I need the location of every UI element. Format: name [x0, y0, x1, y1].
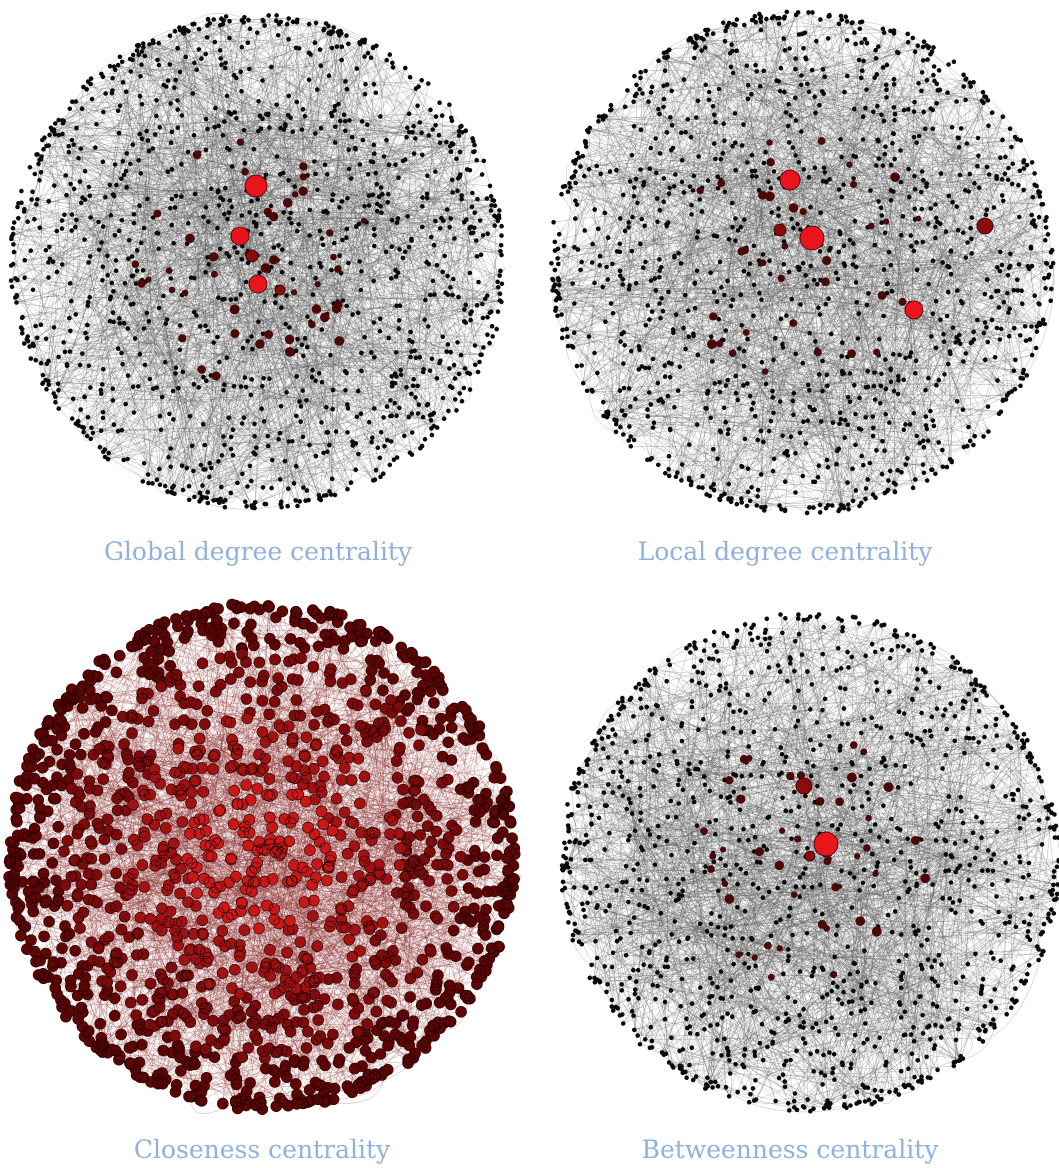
network: [549, 9, 1056, 516]
nodes: [3, 598, 521, 1115]
caption: Closeness centrality: [134, 1135, 391, 1164]
caption: Betweenness centrality: [642, 1135, 940, 1164]
hub-node: [773, 223, 787, 237]
nodes: [122, 712, 406, 1000]
hub-node: [976, 217, 994, 235]
nodes: [181, 779, 339, 935]
caption: Global degree centrality: [104, 537, 413, 566]
hub-node: [274, 284, 286, 296]
network: [8, 13, 506, 511]
hub-node: [795, 777, 813, 795]
hub-node: [804, 850, 816, 862]
hub-node: [244, 174, 268, 198]
hub-node: [779, 169, 801, 191]
edges: [561, 614, 1059, 1113]
hub-node: [230, 226, 250, 246]
nodes: [549, 9, 1056, 516]
network: [559, 612, 1059, 1114]
hub-node: [904, 300, 924, 320]
hub-node: [245, 249, 259, 263]
network: [3, 598, 522, 1115]
nodes: [8, 13, 505, 511]
nodes: [58, 648, 469, 1064]
hub-node: [813, 831, 839, 857]
hub-node: [248, 274, 268, 294]
hub-node: [799, 225, 825, 251]
caption: Local degree centrality: [638, 537, 934, 566]
